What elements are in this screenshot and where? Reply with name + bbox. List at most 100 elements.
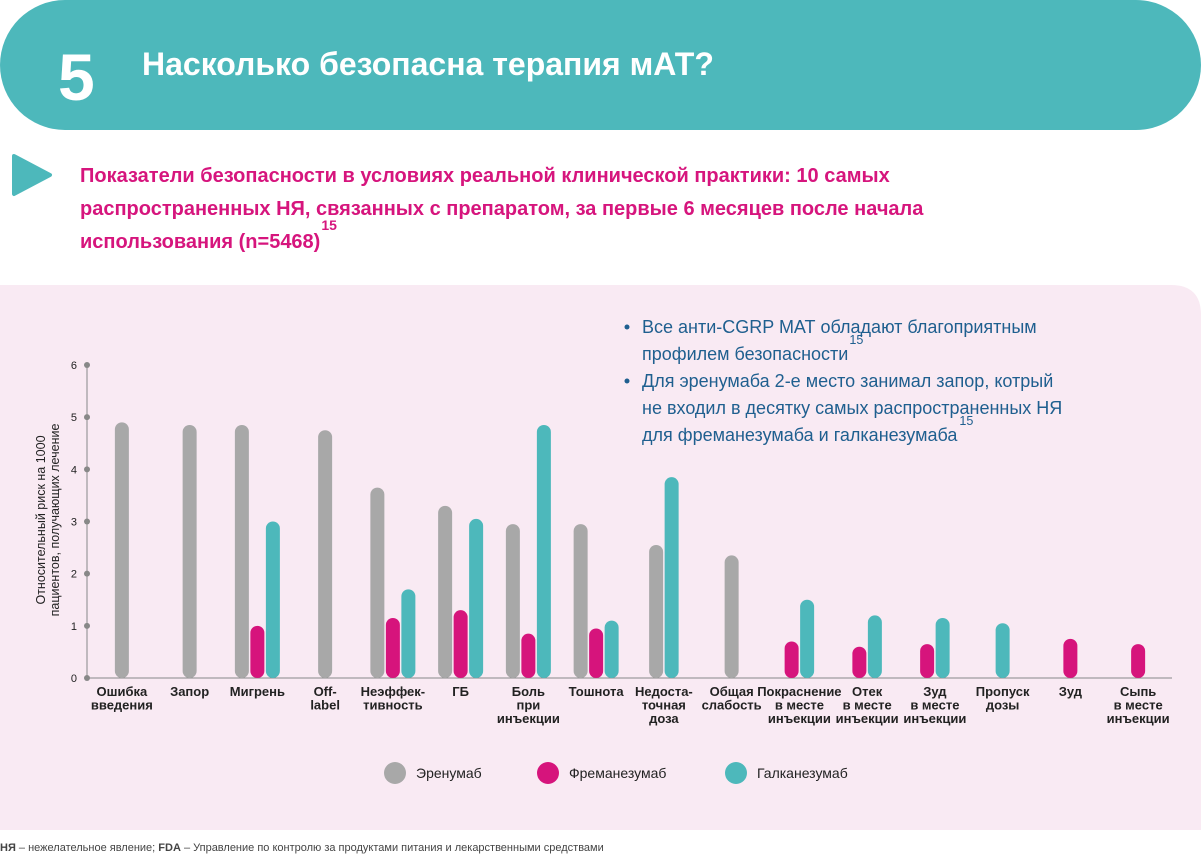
header-banner [0,0,1201,130]
x-tick-label: Покраснение [757,684,841,699]
bullet-dot [624,378,630,384]
bar [505,524,520,678]
footnote-part: – Управление по контролю за продуктами п… [181,842,604,854]
bar [182,424,197,678]
x-tick-label: Зуд [923,684,947,699]
x-tick-label: доза [649,711,679,726]
y-tick-mark [84,675,90,681]
x-tick-label: инъекции [768,711,831,726]
bar [589,628,604,678]
bullet-line: профилем безопасности [642,344,848,364]
footnote: НЯ – нежелательное явление; FDA – Управл… [0,842,604,854]
x-tick-label: Тошнота [569,684,625,699]
x-tick-label: инъекции [497,711,560,726]
footnote-part: – нежелательное явление; [16,842,158,854]
bar [385,618,400,678]
y-axis-label: пациентов, получающих лечение [48,424,62,617]
bar [318,430,333,678]
bar [920,644,935,678]
header-number: 5 [58,40,95,114]
bar [1063,638,1078,678]
y-tick-label: 1 [71,621,77,633]
x-tick-label: label [310,698,340,713]
bar [453,610,468,678]
bullet-line: для фреманезумаба и галканезумаба [642,425,958,445]
y-tick-label: 2 [71,569,77,581]
x-tick-label: Мигрень [230,684,285,699]
bar [649,544,664,678]
x-tick-label: Сыпь [1120,684,1156,699]
x-tick-label: в месте [843,698,892,713]
bar [265,521,280,678]
x-tick-label: введения [91,698,153,713]
legend-swatch [384,762,406,784]
y-tick-label: 5 [71,412,77,424]
y-tick-mark [84,362,90,368]
superscript-ref: 15 [849,333,863,347]
legend-label: Фреманезумаб [569,765,666,781]
superscript-ref: 15 [959,414,973,428]
bar [800,599,815,678]
bar [234,424,249,678]
x-tick-label: в месте [910,698,959,713]
x-tick-label: инъекции [836,711,899,726]
bullet-line: не входил в десятку самых распространенн… [642,398,1062,418]
x-tick-label: Отек [852,684,883,699]
subtitle-line: использования (n=5468) [80,231,320,253]
legend-swatch [537,762,559,784]
legend-label: Галканезумаб [757,765,848,781]
x-tick-label: тивность [363,698,423,713]
triangle-icon [12,154,52,196]
subtitle-line: распространенных НЯ, связанных с препара… [80,198,924,220]
x-tick-label: Запор [170,684,209,699]
footnote-part: FDA [158,842,181,854]
x-tick-label: в месте [775,698,824,713]
footnote-part: НЯ [0,842,16,854]
chart-panel [0,285,1201,830]
x-tick-label: инъекции [903,711,966,726]
x-tick-label: Боль [512,684,545,699]
bar [664,477,679,678]
y-tick-mark [84,414,90,421]
y-tick-mark [84,466,90,473]
x-tick-label: Неэффек- [361,684,425,699]
x-tick-label: Общая [710,684,754,699]
header-title: Насколько безопасна терапия мАТ? [142,46,714,82]
x-tick-label: Недоста- [635,684,693,699]
x-tick-label: ГБ [452,684,469,699]
legend-swatch [725,762,747,784]
x-tick-label: Зуд [1059,684,1083,699]
bar [521,633,536,678]
bar [438,505,453,678]
x-tick-label: точная [642,698,686,713]
x-tick-label: слабость [702,698,762,713]
y-tick-mark [84,570,90,577]
bar [1131,644,1146,678]
legend-label: Эренумаб [416,765,482,781]
y-tick-label: 6 [71,360,77,372]
bar [250,625,265,678]
y-tick-label: 3 [71,517,77,529]
bar [536,424,551,678]
x-tick-label: Off- [314,684,337,699]
bar [469,518,484,678]
bar [724,555,739,678]
bar [114,422,129,678]
bar [784,641,799,678]
y-axis-label: Относительный риск на 1000 [34,435,48,604]
bar [370,487,385,678]
y-tick-label: 4 [71,464,77,476]
y-tick-mark [84,518,90,525]
bullet-line: Все анти-CGRP МАТ обладают благоприятным [642,317,1037,337]
x-tick-label: инъекции [1107,711,1170,726]
x-tick-label: в месте [1114,698,1163,713]
x-tick-label: Ошибка [97,684,148,699]
bar [852,646,867,678]
bar [867,615,882,678]
bar [604,620,619,678]
bullet-line: Для эренумаба 2-е место занимал запор, к… [642,371,1053,391]
bar [995,623,1010,678]
x-tick-label: при [516,698,540,713]
x-tick-label: Пропуск [976,684,1030,699]
